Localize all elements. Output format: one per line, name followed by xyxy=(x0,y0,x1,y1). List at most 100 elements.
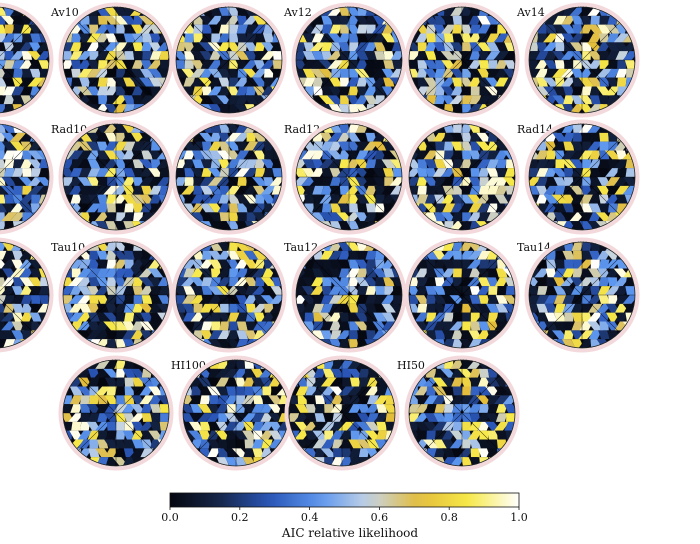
data-cell xyxy=(321,439,336,449)
data-cell xyxy=(599,159,609,169)
data-cell xyxy=(562,203,575,213)
data-cell xyxy=(106,421,117,431)
data-cell xyxy=(148,77,163,87)
data-cell xyxy=(459,377,474,387)
data-cell xyxy=(485,51,501,60)
data-cell xyxy=(554,303,566,313)
data-cell xyxy=(382,242,395,251)
halo xyxy=(0,237,54,353)
data-cell xyxy=(598,295,610,304)
data-cell xyxy=(251,268,269,278)
data-cell xyxy=(183,457,196,466)
data-cell xyxy=(63,168,75,177)
data-cell xyxy=(157,242,169,251)
HI50-right-hemisphere xyxy=(404,355,520,471)
data-cell xyxy=(69,395,83,405)
data-cell xyxy=(0,277,7,287)
data-cell xyxy=(252,132,268,142)
data-cell xyxy=(506,413,515,422)
data-cell xyxy=(338,104,351,113)
data-cell xyxy=(320,185,333,195)
data-cell xyxy=(141,413,152,422)
panel-title: Av14 xyxy=(516,6,545,19)
data-cell xyxy=(468,177,482,186)
data-cell xyxy=(347,303,360,313)
disk-outline xyxy=(288,359,396,467)
data-cell xyxy=(416,194,429,204)
data-cell xyxy=(227,312,240,322)
data-cell xyxy=(461,212,471,222)
data-cell xyxy=(37,124,49,133)
data-cell xyxy=(97,377,108,387)
data-cell xyxy=(115,421,125,431)
data-cell xyxy=(89,15,99,25)
data-cell xyxy=(461,303,472,313)
data-cell xyxy=(29,124,43,133)
data-cell xyxy=(252,421,264,431)
data-cell xyxy=(425,51,438,60)
panel-title: Av10 xyxy=(50,6,79,19)
data-cell xyxy=(207,339,224,348)
data-cell xyxy=(228,203,239,213)
data-cell xyxy=(424,159,438,169)
data-cell xyxy=(320,377,337,387)
data-cell xyxy=(425,168,438,177)
data-cell xyxy=(553,177,567,186)
data-cell xyxy=(487,295,499,304)
data-cell xyxy=(588,194,602,204)
data-cell xyxy=(131,60,145,69)
data-cell xyxy=(206,413,222,422)
data-cell xyxy=(226,68,241,78)
data-cell xyxy=(71,421,82,431)
data-cell xyxy=(272,51,282,60)
data-cell xyxy=(235,150,250,160)
data-cell xyxy=(272,60,282,69)
data-cell xyxy=(467,250,484,260)
data-cell xyxy=(505,368,515,378)
data-cell xyxy=(0,250,7,260)
data-cell xyxy=(68,150,84,160)
disk-outline xyxy=(295,241,403,349)
data-cell xyxy=(339,185,350,195)
data-cell xyxy=(251,177,269,186)
data-cell xyxy=(357,413,372,422)
data-cell xyxy=(302,51,316,60)
data-cell xyxy=(432,421,448,431)
data-cell xyxy=(208,95,223,105)
data-cell xyxy=(312,377,328,387)
data-cell xyxy=(39,295,49,304)
data-cell xyxy=(320,448,337,458)
data-cell xyxy=(544,303,558,313)
data-cell xyxy=(468,150,482,160)
data-cell xyxy=(243,250,259,260)
data-cell xyxy=(504,221,515,230)
data-cell xyxy=(115,312,126,322)
grid-lines xyxy=(0,139,49,215)
data-cell xyxy=(190,168,206,177)
data-cell xyxy=(63,60,75,69)
data-cell xyxy=(390,51,402,60)
data-cell xyxy=(590,15,601,25)
data-cell xyxy=(443,286,455,295)
data-cell xyxy=(113,33,128,43)
data-cell xyxy=(159,286,169,295)
data-cell xyxy=(225,141,242,151)
data-cell xyxy=(461,42,471,52)
data-cell xyxy=(245,86,257,96)
data-cell xyxy=(570,141,585,151)
data-cell xyxy=(590,259,600,269)
data-cell xyxy=(442,330,456,340)
data-cell xyxy=(104,268,119,278)
data-cell xyxy=(1,212,18,222)
data-cell xyxy=(409,124,421,133)
data-cell xyxy=(337,141,352,151)
data-cell xyxy=(324,430,334,440)
data-cell xyxy=(461,15,472,25)
data-cell xyxy=(148,24,163,34)
data-cell xyxy=(460,33,473,43)
data-cell xyxy=(449,457,466,466)
data-cell xyxy=(114,377,127,387)
data-cell xyxy=(132,168,144,177)
data-cell xyxy=(424,42,438,52)
data-cell xyxy=(373,150,386,160)
